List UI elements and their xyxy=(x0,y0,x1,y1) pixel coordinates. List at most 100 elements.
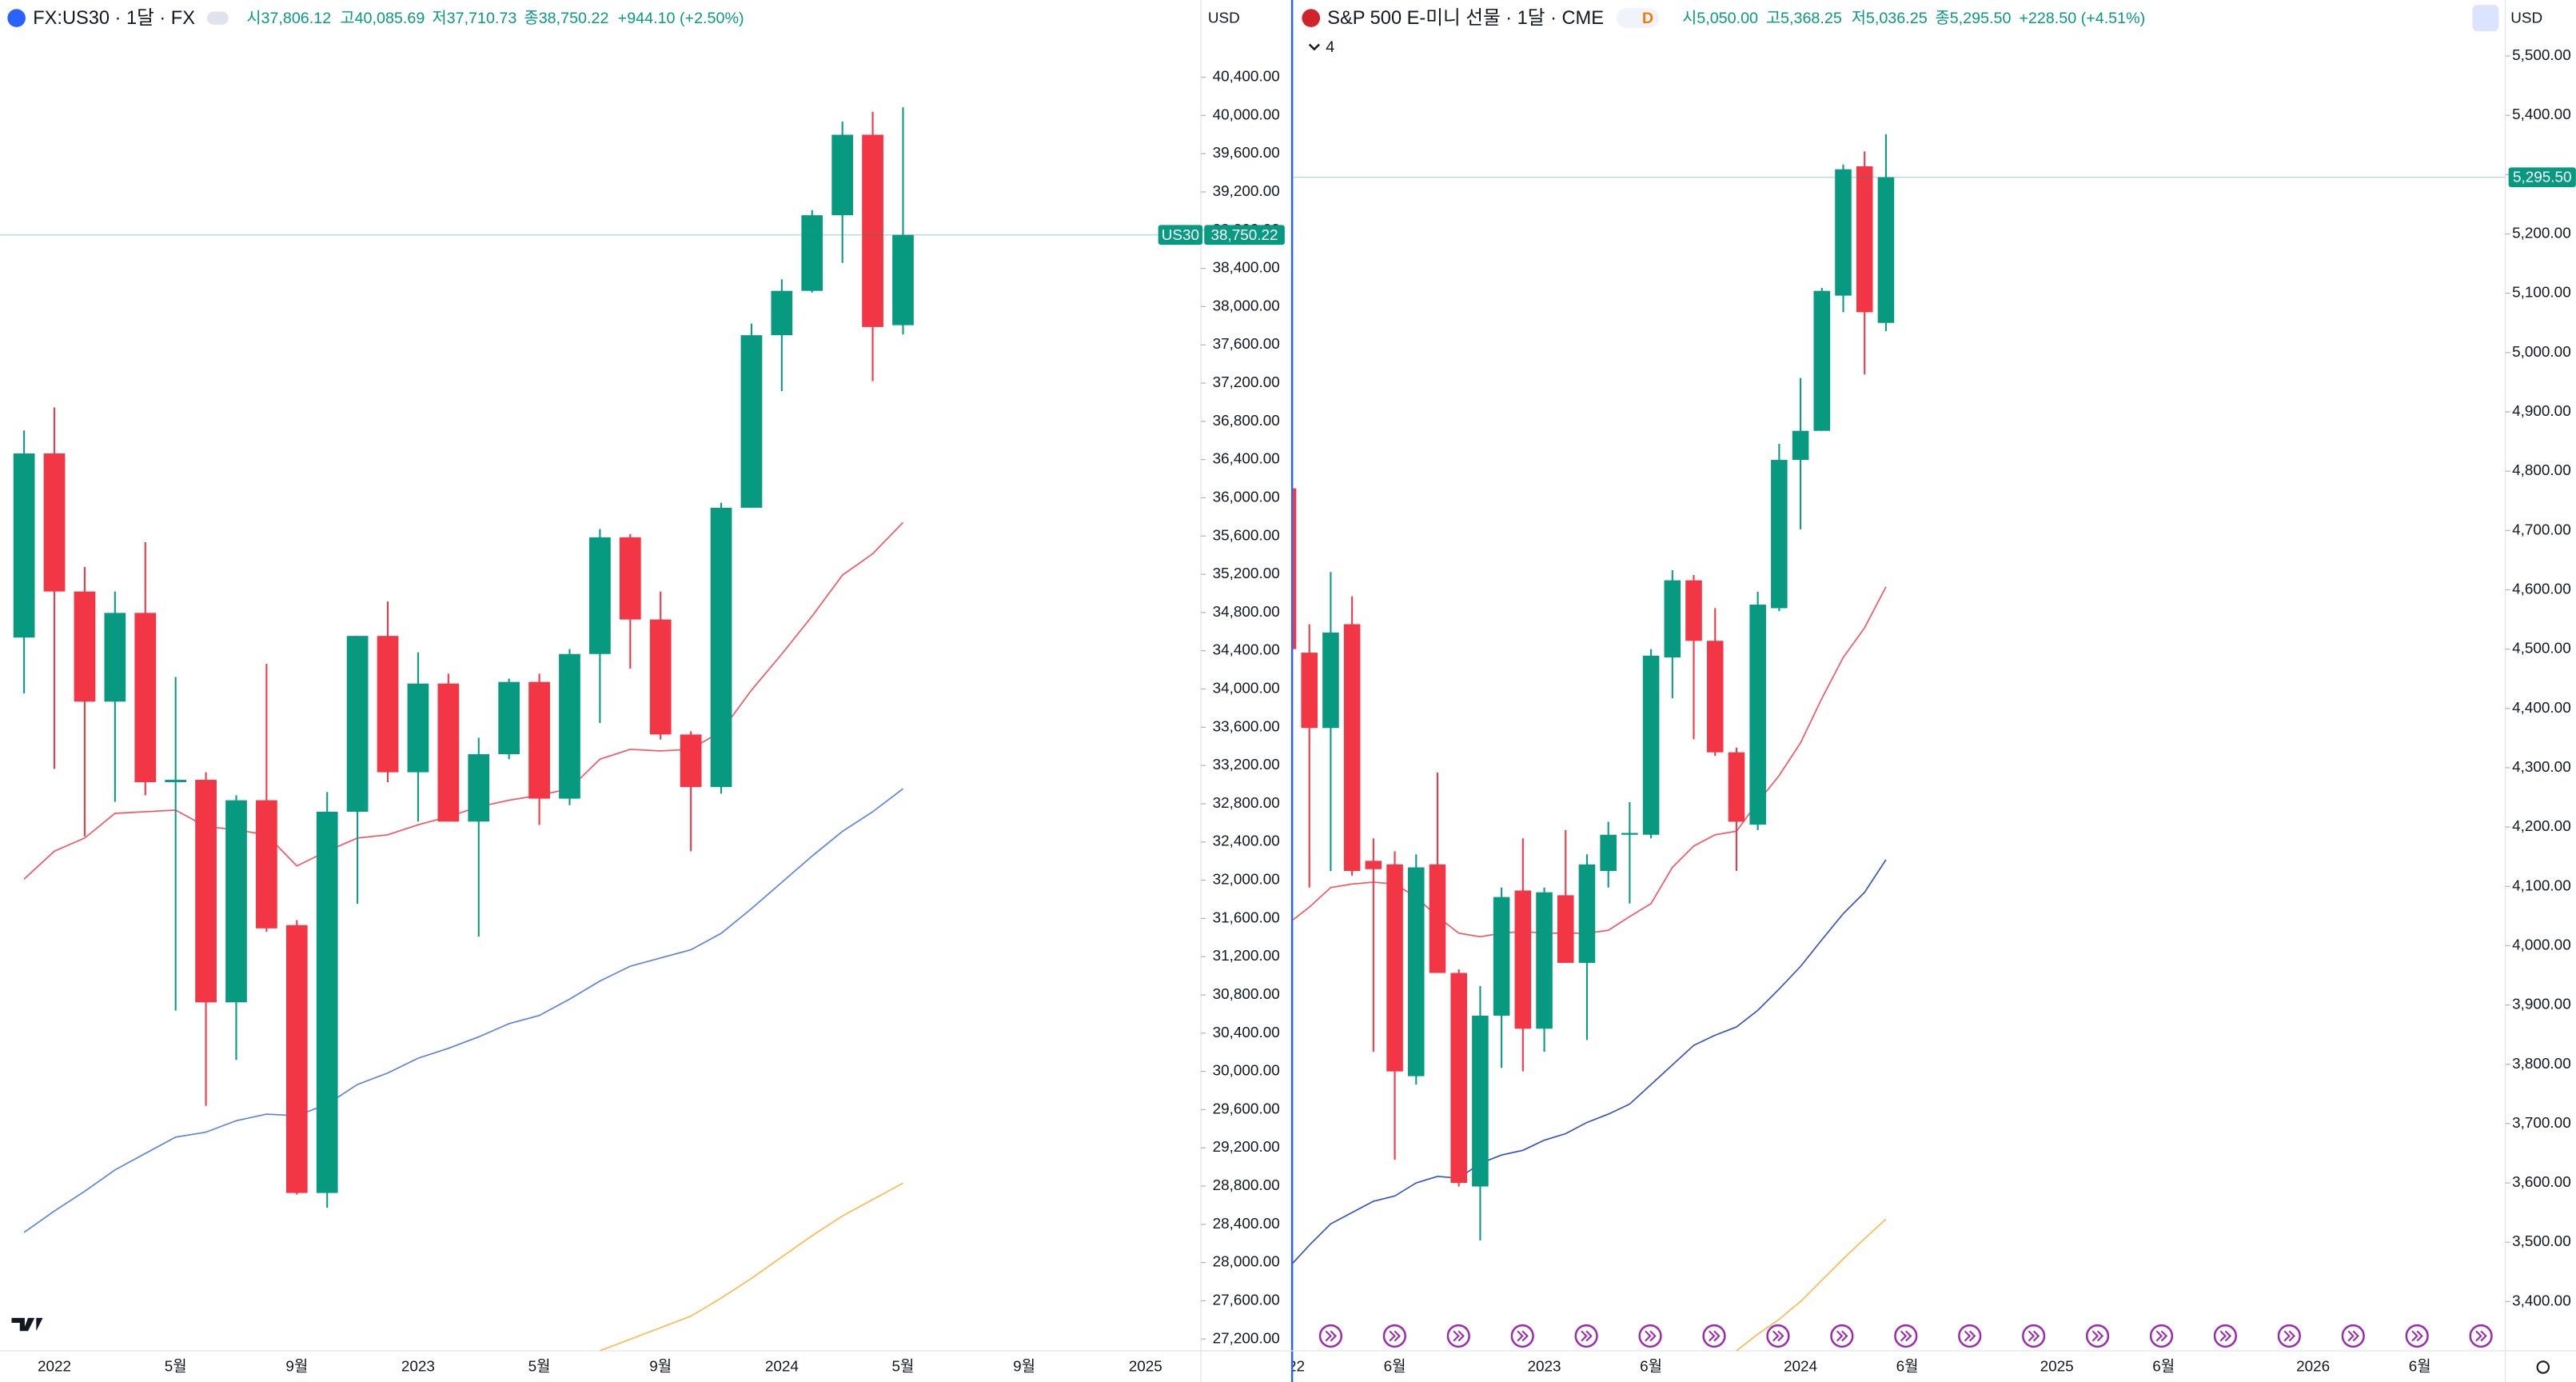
compare-button[interactable] xyxy=(2472,5,2499,32)
candle-body xyxy=(1728,752,1745,822)
x-tick-label: 2024 xyxy=(1784,1359,1817,1376)
event-marker-arrow xyxy=(1964,1330,1976,1342)
candle-body xyxy=(892,234,914,326)
x-tick-label: 2025 xyxy=(1129,1359,1162,1376)
candle-body xyxy=(1749,605,1766,825)
symbol-icon[interactable] xyxy=(7,9,26,27)
x-tick-label: 2024 xyxy=(765,1359,799,1376)
y-tick-label: 31,200.00 xyxy=(1213,948,1280,965)
time-axis: 2022 5월 9월 2023 5월 9월 2024 5월 9월 2025 xyxy=(38,1358,1162,1376)
status-pill xyxy=(1616,8,1660,28)
y-tick-label: 35,600.00 xyxy=(1213,527,1280,544)
y-tick-label: 29,600.00 xyxy=(1213,1100,1280,1117)
x-tick-label: 2022 xyxy=(1271,1359,1305,1376)
y-tick-label: 39,600.00 xyxy=(1213,145,1280,162)
candle-body xyxy=(771,290,793,336)
y-tick-label: 27,200.00 xyxy=(1213,1330,1280,1347)
candle-body xyxy=(1792,430,1809,461)
x-tick-label: 2023 xyxy=(1528,1359,1561,1376)
y-tick-label: 33,200.00 xyxy=(1213,757,1280,773)
visibility-toggle[interactable] xyxy=(207,11,229,25)
y-tick-label: 35,200.00 xyxy=(1213,565,1280,582)
x-tick-label: 6월 xyxy=(1384,1358,1406,1376)
settings-icon[interactable] xyxy=(2536,1360,2550,1374)
currency-label: USD xyxy=(1208,10,1240,27)
y-tick-label: 5,000.00 xyxy=(2512,344,2571,361)
moving-average-line xyxy=(1735,1218,1887,1351)
candle-body xyxy=(649,619,672,735)
candle-body xyxy=(1365,861,1382,869)
x-tick-label: 2025 xyxy=(2040,1359,2074,1376)
x-tick-label: 5월 xyxy=(528,1358,551,1376)
y-tick-label: 31,600.00 xyxy=(1213,909,1280,926)
x-tick-label: 2023 xyxy=(401,1359,435,1376)
y-tick-label: 4,500.00 xyxy=(2512,641,2571,657)
event-marker-arrow xyxy=(2347,1330,2359,1342)
y-tick-label: 40,000.00 xyxy=(1213,106,1280,123)
y-tick-label: 4,000.00 xyxy=(2512,937,2571,953)
candle-body xyxy=(285,925,308,1193)
collapsed-indicators-count[interactable]: 4 xyxy=(1326,38,1334,56)
candle-body xyxy=(1621,833,1638,835)
symbol-icon[interactable] xyxy=(1302,9,1321,27)
candle-body xyxy=(134,613,157,783)
tradingview-logo[interactable] xyxy=(11,1317,43,1332)
last-price-label: 38,750.22 xyxy=(1211,227,1278,244)
y-tick-label: 32,400.00 xyxy=(1213,833,1280,850)
y-tick-label: 29,200.00 xyxy=(1213,1139,1280,1156)
candle-body xyxy=(1322,632,1339,729)
y-tick-label: 4,400.00 xyxy=(2512,700,2571,717)
y-tick-label: 3,600.00 xyxy=(2512,1174,2571,1191)
time-axis: 2022 6월 2023 6월 2024 6월 2025 6월 2026 6월 xyxy=(1271,1358,2430,1376)
chart-title: FX:US30 · 1달 · FX xyxy=(33,7,195,29)
ohlc-value: 시5,050.00 xyxy=(1682,10,1758,27)
y-tick-label: 36,000.00 xyxy=(1213,489,1280,505)
x-tick-label: 6월 xyxy=(1896,1358,1919,1376)
y-tick-label: 4,900.00 xyxy=(2512,403,2571,420)
y-tick-label: 4,200.00 xyxy=(2512,818,2571,835)
candle-body xyxy=(589,537,611,654)
last-price-tag xyxy=(1204,225,1285,246)
candle-body xyxy=(225,800,247,1003)
y-tick-label: 4,800.00 xyxy=(2512,462,2571,479)
event-marker-arrow xyxy=(1325,1330,1338,1342)
candle-body xyxy=(740,335,763,508)
y-tick-label: 38,400.00 xyxy=(1213,260,1280,277)
y-tick-label: 33,600.00 xyxy=(1213,718,1280,735)
candle-body xyxy=(13,453,35,638)
y-tick-label: 4,100.00 xyxy=(2512,877,2571,894)
candle-body xyxy=(862,134,883,327)
event-marker-arrow xyxy=(1836,1330,1848,1342)
ohlc-value: 저37,710.73 xyxy=(433,10,517,27)
ohlc-value: +944.10 (+2.50%) xyxy=(618,10,744,27)
candle-body xyxy=(1706,641,1724,753)
candle-body xyxy=(1429,864,1446,973)
event-marker-arrow xyxy=(1900,1330,1912,1342)
event-marker-arrow xyxy=(2155,1330,2168,1342)
y-tick-label: 5,100.00 xyxy=(2512,285,2571,302)
candle-body xyxy=(528,681,550,799)
candle-body xyxy=(316,811,338,1193)
ohlc-value: 저5,036.25 xyxy=(1852,10,1928,27)
candle-body xyxy=(256,800,277,929)
event-marker-arrow xyxy=(1389,1330,1401,1342)
collapse-chevron[interactable] xyxy=(1308,43,1320,51)
y-tick-label: 30,000.00 xyxy=(1213,1063,1280,1080)
event-marker-arrow xyxy=(1517,1330,1529,1342)
ohlc-value: +228.50 (+4.51%) xyxy=(2019,10,2145,27)
x-tick-label: 5월 xyxy=(892,1358,915,1376)
y-tick-label: 34,000.00 xyxy=(1213,681,1280,697)
candle-body xyxy=(1856,166,1873,313)
candle-body xyxy=(1514,890,1532,1029)
x-tick-label: 6월 xyxy=(1640,1358,1662,1376)
candle-body xyxy=(498,681,520,755)
y-tick-label: 3,700.00 xyxy=(2512,1115,2571,1132)
y-tick-label: 32,000.00 xyxy=(1213,872,1280,889)
candle-body xyxy=(1664,580,1681,658)
candle-body xyxy=(165,780,187,783)
candle-body xyxy=(619,537,641,620)
event-marker-arrow xyxy=(2283,1330,2295,1342)
candle-body xyxy=(1578,864,1596,963)
y-tick-label: 4,600.00 xyxy=(2512,581,2571,597)
